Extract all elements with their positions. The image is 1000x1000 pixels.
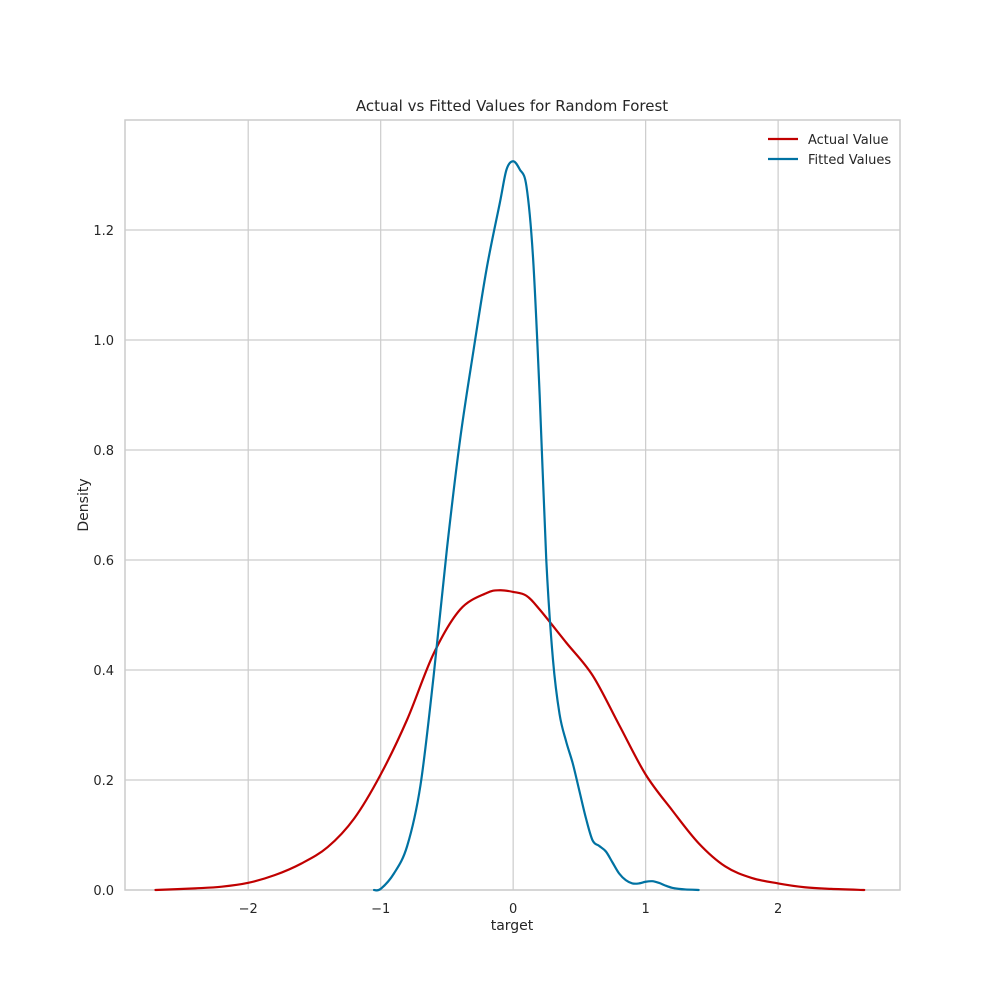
y-tick-label: 0.8 [93, 444, 114, 459]
x-tick-label: −1 [371, 902, 390, 917]
series-line-fitted-values [372, 160, 700, 892]
series-layer [154, 160, 866, 892]
tick-labels: −2 −1 0 1 2 0.0 0.2 0.4 0.6 0.8 1.0 1.2 [93, 224, 782, 917]
y-axis-label: Density [76, 478, 92, 531]
x-tick-label: 2 [774, 902, 782, 917]
grid [125, 120, 900, 891]
x-tick-label: 0 [509, 902, 517, 917]
legend: Actual Value Fitted Values [768, 133, 891, 168]
x-tick-label: −2 [239, 902, 258, 917]
plot-frame [124, 119, 901, 891]
y-tick-label: 0.6 [93, 554, 114, 569]
x-tick-label: 1 [642, 902, 650, 917]
y-tick-label: 1.0 [93, 334, 114, 349]
legend-label-actual-value: Actual Value [808, 133, 889, 148]
y-tick-label: 0.2 [93, 774, 114, 789]
y-tick-label: 0.4 [93, 664, 114, 679]
y-tick-label: 1.2 [93, 224, 114, 239]
legend-label-fitted-values: Fitted Values [808, 153, 891, 168]
series-line-actual-value [154, 589, 866, 892]
x-axis-label: target [491, 918, 534, 934]
y-tick-label: 0.0 [93, 884, 114, 899]
chart-title: Actual vs Fitted Values for Random Fores… [356, 97, 668, 115]
